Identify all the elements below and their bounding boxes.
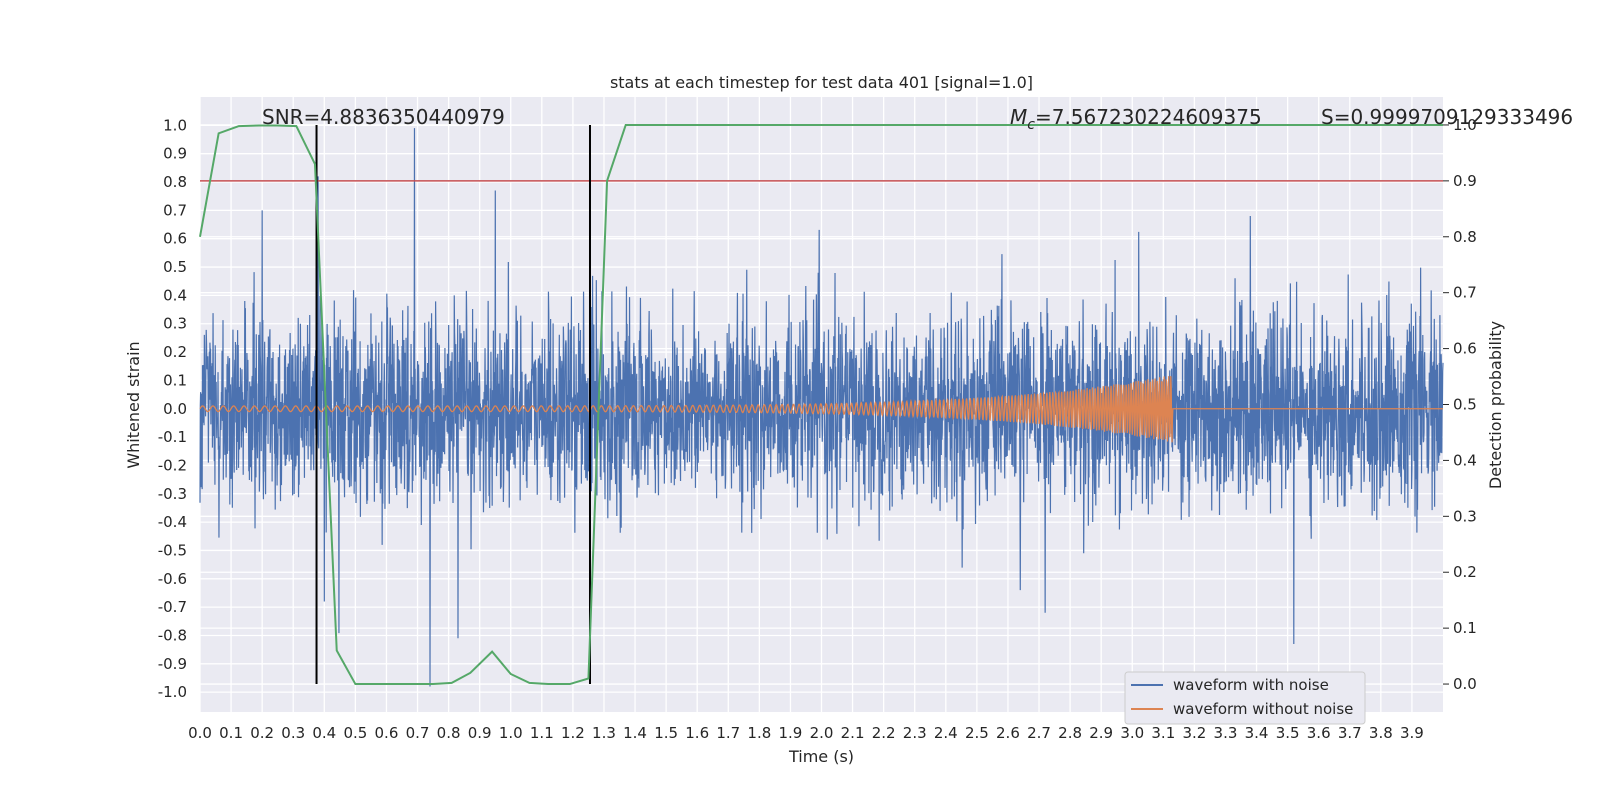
x-tick-label-33: 3.3: [1214, 724, 1238, 742]
y-tick-label-11: -0.1: [158, 428, 187, 446]
x-tick-label-35: 3.5: [1276, 724, 1300, 742]
x-tick-labels: 0.0 0.1 0.2 0.3 0.4 0.5 0.6 0.7 0.8 0.9 1.0 1.1 1.2 1…: [188, 724, 1424, 742]
series-waveform-without-noise: [199, 376, 1443, 443]
chirp-mass-subscript: c: [1027, 117, 1035, 133]
x-tick-label-30: 3.0: [1120, 724, 1144, 742]
y-right-tick-label-9: 0.1: [1453, 619, 1477, 637]
x-tick-label-13: 1.3: [592, 724, 616, 742]
clean-waveform-line: [199, 376, 1443, 443]
y-right-tick-label-10: 0.0: [1453, 675, 1477, 693]
x-tick-label-1: 0.1: [219, 724, 243, 742]
x-tick-label-23: 2.3: [903, 724, 927, 742]
x-tick-label-10: 1.0: [499, 724, 523, 742]
x-tick-label-18: 1.8: [747, 724, 771, 742]
y-right-tick-label-3: 0.7: [1453, 284, 1477, 302]
y-tick-label-14: -0.4: [158, 513, 187, 531]
y-tick-label-18: -0.8: [158, 626, 187, 644]
x-tick-label-12: 1.2: [561, 724, 585, 742]
y-tick-label-13: -0.3: [158, 485, 187, 503]
y-tick-label-16: -0.6: [158, 570, 187, 588]
x-tick-label-14: 1.4: [623, 724, 647, 742]
x-tick-label-6: 0.6: [375, 724, 399, 742]
chirp-mass-value: =7.567230224609375: [1035, 105, 1262, 129]
chart-title: stats at each timestep for test data 401…: [610, 73, 1033, 92]
x-tick-label-0: 0.0: [188, 724, 212, 742]
y-tick-label-19: -0.9: [158, 655, 187, 673]
x-tick-label-28: 2.8: [1058, 724, 1082, 742]
x-tick-label-39: 3.9: [1400, 724, 1424, 742]
y-tick-labels: 1.0 0.9 0.8 0.7 0.6 0.5 0.4 0.3 0.2 0.1 0.0 -0.1 -0.…: [158, 116, 187, 701]
y-tick-label-8: 0.2: [163, 343, 187, 361]
y-tick-label-4: 0.6: [163, 230, 187, 248]
x-tick-label-29: 2.9: [1089, 724, 1113, 742]
x-tick-label-32: 3.2: [1182, 724, 1206, 742]
legend-label-noise: waveform with noise: [1173, 676, 1329, 694]
y-tick-label-0: 1.0: [163, 116, 187, 134]
snr-annotation: SNR=4.8836350440979: [262, 105, 505, 129]
x-tick-label-11: 1.1: [530, 724, 554, 742]
chirp-mass-annotation: Mc=7.567230224609375: [1010, 105, 1262, 133]
x-tick-label-37: 3.7: [1338, 724, 1362, 742]
y-tick-label-12: -0.2: [158, 456, 187, 474]
legend: waveform with noise waveform without noi…: [1124, 671, 1366, 725]
x-tick-label-26: 2.6: [996, 724, 1020, 742]
y-right-tick-label-5: 0.5: [1453, 396, 1477, 414]
x-tick-label-31: 3.1: [1151, 724, 1175, 742]
y-right-tick-label-2: 0.8: [1453, 228, 1477, 246]
y-right-tick-label-6: 0.4: [1453, 451, 1477, 469]
x-tick-label-3: 0.3: [281, 724, 305, 742]
y-tick-label-9: 0.1: [163, 371, 187, 389]
y-tick-label-10: 0.0: [163, 400, 187, 418]
x-tick-label-24: 2.4: [934, 724, 958, 742]
x-axis-label: Time (s): [788, 747, 854, 766]
y-tick-label-17: -0.7: [158, 598, 187, 616]
x-tick-label-22: 2.2: [872, 724, 896, 742]
y-tick-label-7: 0.3: [163, 315, 187, 333]
y-right-tick-label-8: 0.2: [1453, 563, 1477, 581]
series-waveform-with-noise: [199, 128, 1444, 687]
x-tick-label-5: 0.5: [343, 724, 367, 742]
y-tick-label-20: -1.0: [158, 683, 187, 701]
y-right-axis-label: Detection probability: [1486, 321, 1505, 489]
x-tick-label-7: 0.7: [406, 724, 430, 742]
y-tick-label-15: -0.5: [158, 541, 187, 559]
y-tick-label-2: 0.8: [163, 173, 187, 191]
y-tick-label-5: 0.5: [163, 258, 187, 276]
y-right-tick-label-0: 1.0: [1453, 116, 1477, 134]
x-tick-label-25: 2.5: [965, 724, 989, 742]
legend-label-clean: waveform without noise: [1173, 700, 1353, 718]
legend-box: [1124, 671, 1366, 725]
score-annotation: S=0.9999709129333496: [1321, 105, 1573, 129]
x-tick-label-8: 0.8: [437, 724, 461, 742]
x-tick-label-9: 0.9: [468, 724, 492, 742]
x-tick-label-20: 2.0: [810, 724, 834, 742]
noisy-waveform-line: [199, 128, 1444, 687]
y-right-tick-label-4: 0.6: [1453, 340, 1477, 358]
x-tick-label-34: 3.4: [1245, 724, 1269, 742]
y-axis-label: Whitened strain: [124, 341, 143, 468]
x-tick-label-15: 1.5: [654, 724, 678, 742]
y-tick-label-3: 0.7: [163, 201, 187, 219]
y-right-tick-labels: 1.0 0.9 0.8 0.7 0.6 0.5 0.4 0.3 0.2 0.1 0.0: [1443, 116, 1477, 693]
x-tick-label-19: 1.9: [778, 724, 802, 742]
x-tick-label-17: 1.7: [716, 724, 740, 742]
x-tick-label-2: 0.2: [250, 724, 274, 742]
x-tick-label-36: 3.6: [1307, 724, 1331, 742]
series-detection-probability: [199, 123, 1443, 686]
x-tick-label-21: 2.1: [841, 724, 865, 742]
detection-probability-line: [199, 123, 1443, 686]
x-tick-label-38: 3.8: [1369, 724, 1393, 742]
y-right-tick-label-7: 0.3: [1453, 507, 1477, 525]
x-tick-label-27: 2.7: [1027, 724, 1051, 742]
y-tick-label-6: 0.4: [163, 286, 187, 304]
x-tick-label-4: 0.4: [312, 724, 336, 742]
y-right-tick-label-1: 0.9: [1453, 172, 1477, 190]
chirp-mass-symbol: M: [1010, 105, 1027, 129]
y-tick-label-1: 0.9: [163, 145, 187, 163]
x-tick-label-16: 1.6: [685, 724, 709, 742]
